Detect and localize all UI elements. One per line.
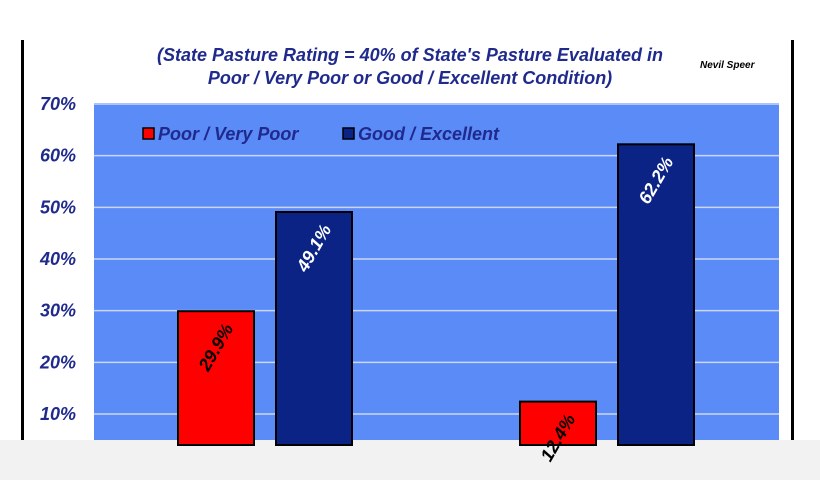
y-tick-label: 70% [40, 94, 76, 114]
bottom-background [0, 440, 820, 480]
y-tick-label: 30% [40, 301, 76, 321]
y-tick-label: 20% [39, 352, 76, 372]
author-credit: Nevil Speer [700, 60, 755, 71]
chart-subtitle-line-1: (State Pasture Rating = 40% of State's P… [157, 45, 663, 65]
bar [177, 310, 255, 446]
chart-subtitle-line-2: Poor / Very Poor or Good / Excellent Con… [207, 68, 613, 88]
y-tick-label: 60% [40, 146, 76, 166]
legend-label: Good / Excellent [358, 124, 500, 144]
y-tick-label: 10% [40, 404, 76, 424]
bar [275, 210, 353, 446]
legend-swatch [342, 127, 355, 140]
y-tick-label: 40% [39, 249, 76, 269]
legend-swatch [142, 127, 155, 140]
bar [617, 143, 695, 447]
y-tick-label: 50% [40, 197, 76, 217]
bar [519, 400, 597, 447]
legend-label: Poor / Very Poor [158, 124, 299, 144]
